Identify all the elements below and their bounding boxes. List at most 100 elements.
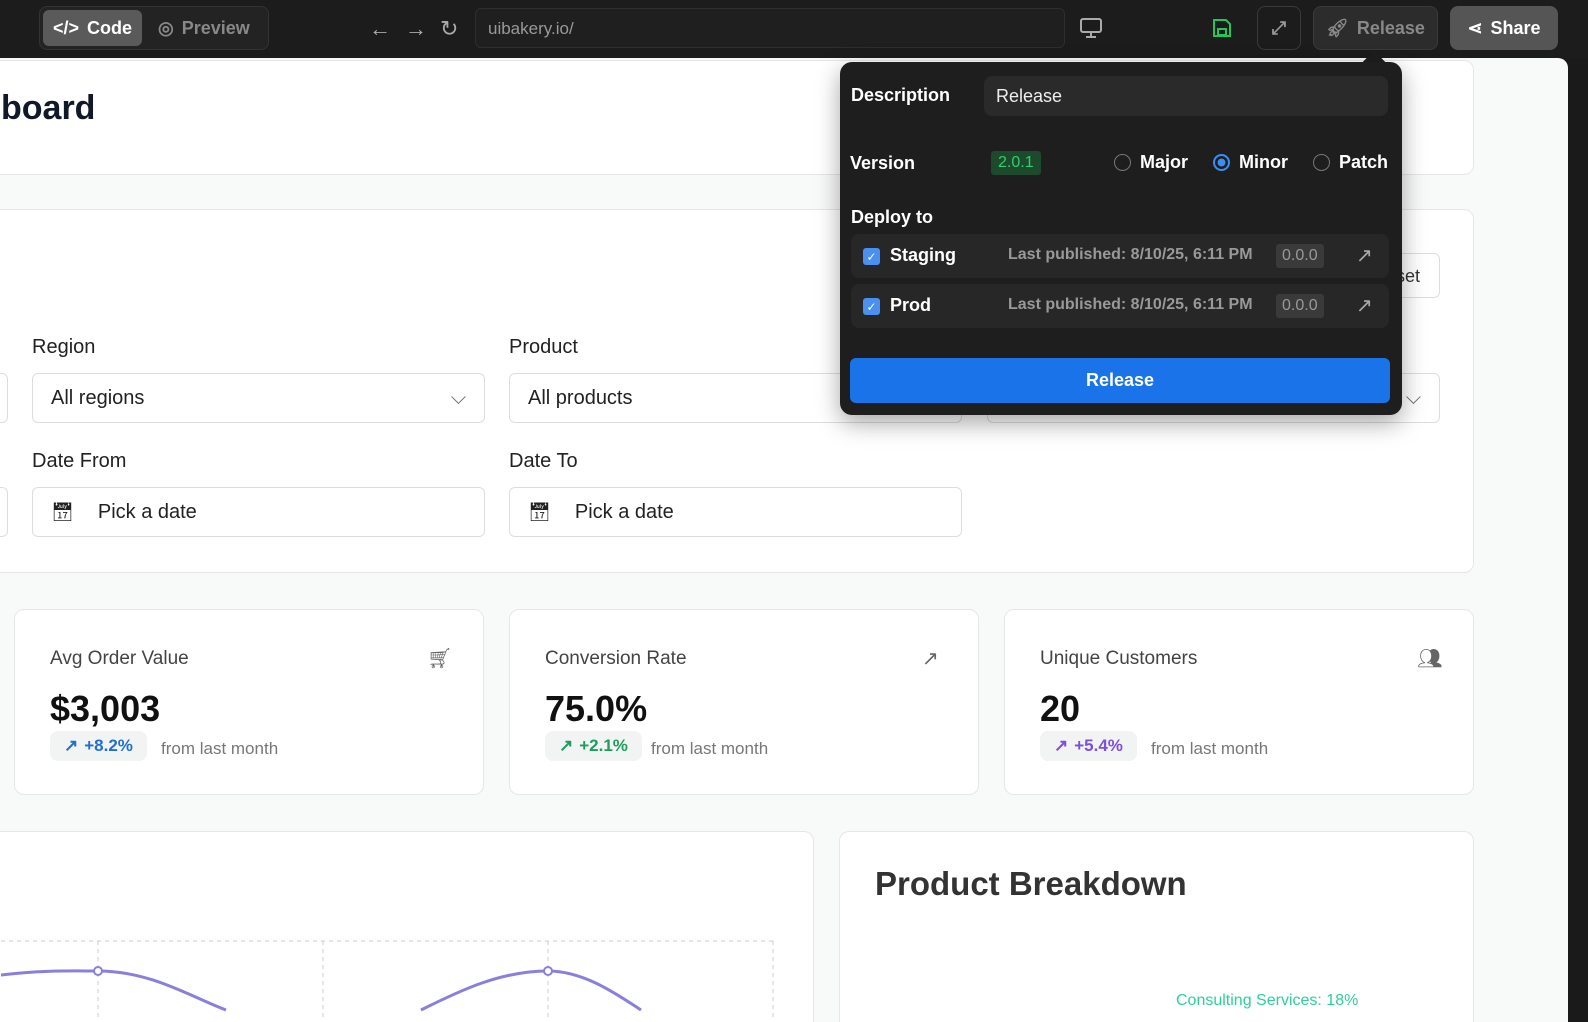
release-popover: Description Release Version 2.0.1 Major … (840, 62, 1402, 415)
product-breakdown-card: Product Breakdown Consulting Services: 1… (839, 831, 1474, 1022)
code-label: Code (87, 17, 133, 38)
date-from-placeholder: Pick a date (97, 500, 197, 523)
clipped-input[interactable] (0, 487, 8, 537)
radio-label: Minor (1239, 152, 1288, 172)
change-value: +5.4% (1074, 736, 1123, 755)
preview-tab[interactable]: ◎ Preview (148, 10, 260, 46)
breakdown-title: Product Breakdown (875, 865, 1187, 902)
stat-value: $3,003 (50, 688, 161, 729)
description-input[interactable]: Release (984, 76, 1388, 116)
clipped-select[interactable] (0, 373, 8, 423)
radio-circle (1114, 154, 1131, 171)
change-suffix: from last month (651, 739, 769, 758)
radio-circle-selected (1213, 154, 1230, 171)
region-value: All regions (51, 386, 145, 409)
date-from-input[interactable]: 📅︎ Pick a date (32, 487, 485, 537)
change-badge: ↗ +8.2% (50, 731, 147, 761)
share-icon: ⋖ (1467, 17, 1483, 38)
release-toolbar-button[interactable]: 🚀︎ Release (1313, 6, 1438, 50)
change-value: +2.1% (579, 736, 628, 755)
external-link-icon[interactable]: ↗ (1356, 245, 1373, 267)
chart-grid (1, 940, 774, 1020)
radio-major[interactable]: Major (1114, 152, 1188, 173)
users-icon: 👥︎ (1417, 648, 1443, 670)
region-select[interactable]: All regions ⌵ (32, 373, 485, 423)
line-chart (1, 940, 774, 1020)
external-link-icon[interactable]: ↗ (1356, 295, 1373, 317)
stat-card-avg-order: Avg Order Value 🛒︎ $3,003 ↗ +8.2% from la… (14, 609, 484, 795)
cart-icon: 🛒︎ (427, 648, 453, 670)
date-to-input[interactable]: 📅︎ Pick a date (509, 487, 962, 537)
target-version: 0.0.0 (1276, 244, 1324, 268)
calendar-icon: 📅︎ (528, 501, 551, 522)
change-suffix: from last month (1151, 739, 1269, 758)
last-published: Last published: 8/10/25, 6:11 PM (1008, 296, 1253, 313)
share-button[interactable]: ⋖ Share (1450, 6, 1558, 50)
back-icon[interactable]: ← (369, 16, 391, 41)
prod-checkbox[interactable]: ✓ (863, 298, 880, 315)
mode-switch: </> Code ◎ Preview (39, 6, 269, 50)
change-badge: ↗ +5.4% (1040, 731, 1137, 761)
release-button[interactable]: Release (850, 358, 1390, 403)
date-to-label: Date To (509, 450, 578, 472)
target-name: Prod (890, 295, 932, 315)
chevron-down-icon: ⌵ (1405, 386, 1421, 409)
trending-up-icon: ↗ (559, 736, 574, 755)
eye-icon: ◎ (158, 17, 174, 38)
calendar-icon: 📅︎ (51, 501, 74, 522)
date-to-placeholder: Pick a date (574, 500, 674, 523)
target-name: Staging (890, 245, 956, 265)
url-input[interactable]: uibakery.io/ (475, 8, 1065, 48)
trending-up-icon: ↗ (64, 736, 79, 755)
stat-value: 75.0% (545, 688, 648, 729)
product-label: Product (509, 336, 578, 358)
radio-patch[interactable]: Patch (1313, 152, 1388, 173)
chart-point (543, 966, 553, 976)
fullscreen-button[interactable]: ⤢ (1257, 6, 1301, 50)
release-label: Release (1356, 17, 1425, 38)
date-from-label: Date From (32, 450, 127, 472)
deploy-target-staging: ✓ Staging Last published: 8/10/25, 6:11 … (851, 234, 1389, 278)
version-label: Version (850, 153, 916, 173)
desktop-icon[interactable] (1079, 17, 1103, 39)
top-toolbar: </> Code ◎ Preview ← → ↻ uibakery.io/ ⤢ 🚀︎… (0, 0, 1588, 58)
page-title: board (1, 89, 96, 127)
radio-minor[interactable]: Minor (1213, 152, 1288, 173)
trending-up-icon: ↗ (922, 648, 939, 670)
stat-card-conversion: Conversion Rate ↗ 75.0% ↗ +2.1% from last… (509, 609, 979, 795)
chart-point (93, 966, 103, 976)
save-icon[interactable] (1211, 17, 1233, 39)
product-value: All products (528, 386, 633, 409)
deploy-target-prod: ✓ Prod Last published: 8/10/25, 6:11 PM … (851, 284, 1389, 328)
line-chart-card (0, 831, 814, 1022)
code-tab[interactable]: </> Code (43, 10, 143, 46)
deploy-label: Deploy to (851, 207, 934, 227)
version-badge: 2.0.1 (991, 151, 1041, 175)
region-label: Region (32, 336, 96, 358)
description-label: Description (851, 85, 951, 105)
radio-label: Major (1140, 152, 1189, 172)
stat-title: Unique Customers (1040, 648, 1198, 669)
change-suffix: from last month (161, 739, 279, 758)
pie-label: Consulting Services: 18% (1176, 992, 1359, 1009)
target-version: 0.0.0 (1276, 294, 1324, 318)
rocket-icon: 🚀︎ (1326, 17, 1349, 38)
stat-title: Avg Order Value (50, 648, 189, 669)
stat-card-customers: Unique Customers 👥︎ 20 ↗ +5.4% from last … (1004, 609, 1474, 795)
radio-label: Patch (1339, 152, 1389, 172)
chevron-down-icon: ⌵ (450, 386, 466, 409)
reload-icon[interactable]: ↻ (440, 16, 459, 41)
stat-value: 20 (1040, 688, 1081, 729)
trending-up-icon: ↗ (1054, 736, 1069, 755)
change-value: +8.2% (84, 736, 133, 755)
forward-icon[interactable]: → (405, 16, 427, 41)
chart-series-line (1, 969, 642, 1012)
staging-checkbox[interactable]: ✓ (863, 248, 880, 265)
last-published: Last published: 8/10/25, 6:11 PM (1008, 246, 1253, 263)
share-label: Share (1490, 17, 1541, 38)
preview-label: Preview (181, 17, 250, 38)
stat-title: Conversion Rate (545, 648, 687, 669)
change-badge: ↗ +2.1% (545, 731, 642, 761)
radio-circle (1313, 154, 1330, 171)
code-icon: </> (53, 17, 80, 38)
